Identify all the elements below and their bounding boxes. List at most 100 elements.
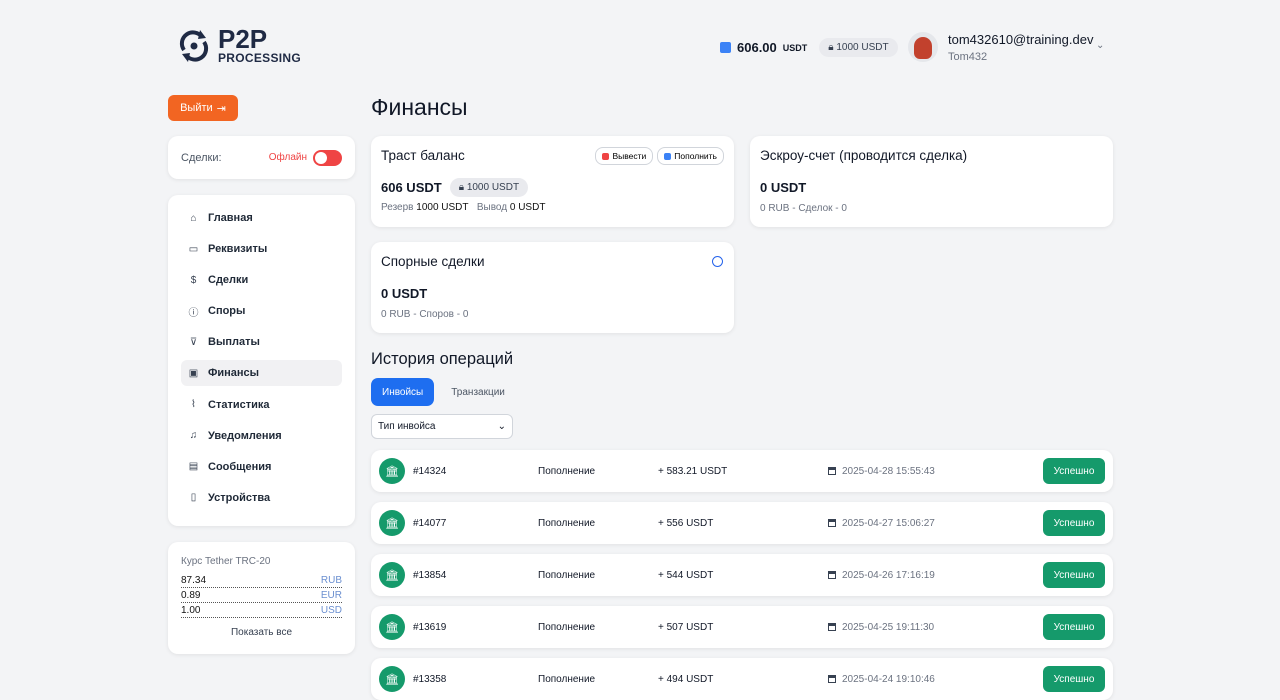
- invoice-row[interactable]: 🏛︎ #13358 Пополнение + 494 USDT 2025-04-24 1…: [371, 658, 1113, 700]
- sidebar-item-label: Статистика: [208, 398, 270, 411]
- invoice-row[interactable]: 🏛︎ #13619 Пополнение + 507 USDT 2025-04-25 1…: [371, 606, 1113, 648]
- tab-transactions[interactable]: Транзакции: [440, 378, 516, 406]
- deals-toggle-card: Сделки: Офлайн: [168, 136, 355, 179]
- logout-button[interactable]: Выйти ⇥: [168, 95, 238, 121]
- reserve-value: 1000 USDT: [416, 202, 469, 213]
- user-name: Tom432: [948, 51, 988, 63]
- sidebar-item-bell[interactable]: ♫ Уведомления: [181, 423, 342, 449]
- calendar-icon: [828, 519, 836, 527]
- chevron-down-icon[interactable]: ⌄: [1096, 40, 1105, 51]
- balance-value: 606.00: [737, 40, 777, 55]
- withdraw-button[interactable]: Вывести: [595, 147, 654, 165]
- invoice-type-select[interactable]: Тип инвойса ⌄: [371, 414, 513, 439]
- invoice-row[interactable]: 🏛︎ #14324 Пополнение + 583.21 USDT 2025-04-2…: [371, 450, 1113, 492]
- invoice-row[interactable]: 🏛︎ #13854 Пополнение + 544 USDT 2025-04-26 1…: [371, 554, 1113, 596]
- rate-currency: RUB: [320, 575, 342, 586]
- status-badge[interactable]: Успешно: [1043, 458, 1105, 484]
- rate-row: 0.89 EUR: [181, 588, 342, 603]
- status-badge[interactable]: Успешно: [1043, 510, 1105, 536]
- invoice-amount: + 556 USDT: [658, 517, 714, 529]
- deposit-button[interactable]: Пополнить: [657, 147, 724, 165]
- deals-toggle[interactable]: [313, 149, 342, 166]
- sidebar-item-label: Сообщения: [208, 460, 272, 473]
- trust-balance-card: Траст баланс Вывести Пополнить 606 USDT 🔒…: [371, 136, 734, 227]
- logo-subtext: PROCESSING: [218, 51, 302, 65]
- card-title: Траст баланс: [381, 148, 465, 163]
- sidebar-item-card[interactable]: ▭ Реквизиты: [181, 236, 342, 262]
- status-badge[interactable]: Успешно: [1043, 562, 1105, 588]
- clock-icon: [712, 256, 723, 267]
- invoice-id: #14077: [413, 517, 447, 529]
- card-title: Эскроу-счет (проводится сделка): [760, 148, 968, 163]
- deposit-icon: [664, 152, 672, 160]
- sidebar-item-message[interactable]: ▤ Сообщения: [181, 454, 342, 480]
- sidebar-item-wallet[interactable]: ▣ Финансы: [181, 360, 342, 387]
- wallet-icon: [720, 42, 731, 53]
- sidebar-nav: ⌂ Главная ▭ Реквизиты $ Сделки ⓘ Споры ⊽ Выплаты ▣…: [168, 195, 355, 526]
- status-badge[interactable]: Успешно: [1043, 614, 1105, 640]
- rates-title: Курс Tether TRC-20: [181, 556, 271, 567]
- select-value: Тип инвойса: [378, 421, 436, 432]
- locked-badge: 🔒︎ 1000 USDT: [819, 38, 898, 57]
- calendar-icon: [828, 467, 836, 475]
- sidebar-item-chart[interactable]: ⌇ Статистика: [181, 392, 342, 418]
- balance-unit: USDT: [782, 42, 808, 53]
- sidebar-item-payout[interactable]: ⊽ Выплаты: [181, 329, 342, 355]
- calendar-icon: [828, 675, 836, 683]
- invoice-type: Пополнение: [538, 517, 596, 529]
- message-icon: ▤: [188, 461, 199, 473]
- status-badge[interactable]: Успешно: [1043, 666, 1105, 692]
- out-label: Вывод: [476, 202, 508, 213]
- page-title: Финансы: [371, 94, 468, 120]
- chevron-down-icon: ⌄: [497, 421, 506, 432]
- invoice-type: Пополнение: [538, 465, 596, 477]
- rate-value: 87.34: [181, 575, 207, 586]
- sidebar-item-home[interactable]: ⌂ Главная: [181, 205, 342, 231]
- sync-logo-icon: [179, 30, 209, 62]
- invoice-date: 2025-04-26 17:16:19: [842, 569, 935, 581]
- invoice-row[interactable]: 🏛︎ #14077 Пополнение + 556 USDT 2025-04-27 1…: [371, 502, 1113, 544]
- withdraw-icon: [602, 152, 610, 160]
- disputes-card: Спорные сделки 0 USDT 0 RUB - Споров - 0: [371, 242, 734, 333]
- sidebar-item-dollar[interactable]: $ Сделки: [181, 267, 342, 293]
- locked-value: 1000 USDT: [466, 182, 520, 193]
- invoice-type: Пополнение: [538, 673, 596, 685]
- rate-currency: EUR: [320, 590, 342, 601]
- sidebar-item-alert[interactable]: ⓘ Споры: [181, 298, 342, 324]
- reserve-label: Резерв: [381, 202, 414, 213]
- calendar-icon: [828, 623, 836, 631]
- bell-icon: ♫: [189, 430, 198, 442]
- history-tabs: Инвойсы Транзакции: [371, 378, 516, 406]
- tab-invoices[interactable]: Инвойсы: [371, 378, 435, 406]
- sidebar-item-label: Реквизиты: [208, 243, 268, 256]
- rate-value: 1.00: [181, 605, 201, 616]
- bank-icon: 🏛︎: [379, 510, 405, 536]
- sidebar-item-label: Устройства: [208, 491, 271, 504]
- escrow-value: 0 USDT: [760, 180, 807, 195]
- bank-icon: 🏛︎: [379, 666, 405, 692]
- invoice-amount: + 544 USDT: [658, 569, 714, 581]
- invoice-amount: + 494 USDT: [658, 673, 714, 685]
- invoice-id: #13854: [413, 569, 447, 581]
- header-balance: 606.00 USDT 🔒︎ 1000 USDT: [720, 38, 898, 57]
- sidebar-item-label: Уведомления: [208, 429, 282, 442]
- invoice-type: Пополнение: [538, 569, 596, 581]
- sidebar-item-label: Финансы: [208, 367, 260, 380]
- user-menu[interactable]: tom432610@training.dev Tom432: [908, 32, 1093, 63]
- deposit-label: Пополнить: [674, 151, 717, 161]
- bank-icon: 🏛︎: [379, 458, 405, 484]
- invoice-id: #13619: [413, 621, 447, 633]
- invoice-date: 2025-04-28 15:55:43: [842, 465, 935, 477]
- invoice-type: Пополнение: [538, 621, 596, 633]
- dollar-icon: $: [190, 274, 197, 286]
- deals-label: Сделки:: [181, 151, 222, 164]
- card-title: Спорные сделки: [381, 254, 485, 269]
- disputes-sub: 0 RUB - Споров - 0: [381, 309, 469, 320]
- withdraw-label: Вывести: [612, 151, 647, 161]
- logout-icon: ⇥: [216, 102, 226, 115]
- show-all-link[interactable]: Показать все: [230, 627, 293, 638]
- sidebar-item-device[interactable]: ▯ Устройства: [181, 485, 342, 511]
- logo[interactable]: P2P PROCESSING: [176, 26, 301, 66]
- trust-value: 606 USDT: [381, 180, 442, 195]
- sidebar-item-label: Главная: [208, 212, 253, 224]
